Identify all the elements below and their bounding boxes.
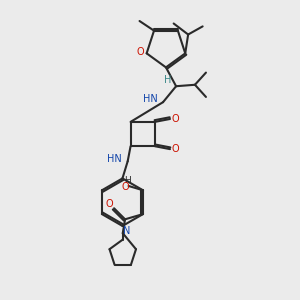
Text: O: O [136, 47, 144, 57]
Text: H: H [124, 176, 130, 185]
Text: HN: HN [106, 154, 121, 164]
Text: O: O [106, 199, 113, 209]
Text: O: O [121, 182, 129, 192]
Text: HN: HN [143, 94, 158, 104]
Text: H: H [164, 75, 171, 85]
Text: O: O [172, 114, 180, 124]
Text: O: O [172, 144, 180, 154]
Text: N: N [123, 226, 131, 236]
